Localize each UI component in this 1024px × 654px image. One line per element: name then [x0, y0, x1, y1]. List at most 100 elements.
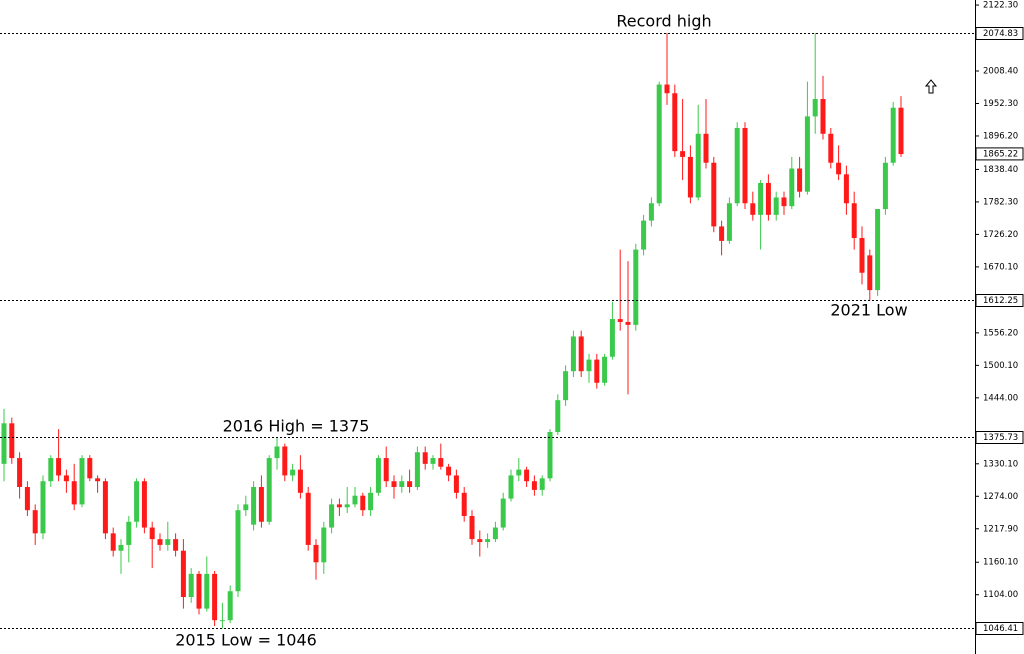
- level-label-box: [975, 431, 1024, 444]
- candle-body: [118, 544, 124, 551]
- candle-body: [875, 209, 881, 291]
- candle-body: [227, 591, 233, 621]
- candle-body: [656, 84, 662, 204]
- y-tick-label: 1896.20: [983, 131, 1018, 141]
- candle-body: [188, 573, 194, 598]
- candle-body: [56, 458, 62, 476]
- candle-body: [602, 356, 608, 383]
- candle-body: [680, 151, 686, 157]
- candle-body: [648, 203, 654, 221]
- candle-body: [360, 495, 366, 511]
- candle-body: [24, 487, 30, 511]
- candle-body: [180, 550, 186, 598]
- candle-body: [742, 127, 748, 204]
- candle-body: [95, 478, 101, 482]
- candle-body: [204, 573, 210, 609]
- candle-body: [570, 336, 576, 372]
- candle-body: [9, 423, 15, 459]
- candle-body: [547, 432, 553, 479]
- y-tick-label: 1274.00: [983, 492, 1018, 502]
- last-price-box: [975, 147, 1024, 161]
- candle-body: [368, 492, 374, 511]
- candle-body: [313, 544, 319, 563]
- candle-body: [516, 469, 522, 476]
- candle-body: [243, 504, 249, 511]
- candle-body: [789, 168, 795, 207]
- candle-body: [578, 336, 584, 372]
- candle-body: [687, 156, 693, 198]
- level-label-box: [975, 294, 1024, 307]
- candle-body: [867, 255, 873, 291]
- candle-body: [633, 249, 639, 325]
- candle-body: [594, 359, 600, 383]
- y-tick-label: 1726.20: [983, 230, 1018, 240]
- candle-body: [79, 458, 85, 505]
- candle-body: [477, 539, 483, 543]
- candle-body: [157, 539, 163, 545]
- candle-body: [797, 168, 803, 192]
- candle-body: [617, 319, 623, 322]
- y-tick-label: 1104.00: [983, 590, 1018, 600]
- candle-body: [898, 107, 904, 155]
- candle-body: [344, 504, 350, 508]
- candle-body: [485, 539, 491, 543]
- y-tick-label: 1444.00: [983, 393, 1018, 403]
- annotation: 2016 High = 1375: [223, 417, 370, 436]
- y-tick-label: 2008.40: [983, 66, 1018, 76]
- candle-body: [586, 359, 592, 372]
- candle-body: [641, 220, 647, 250]
- candle-body: [703, 133, 709, 163]
- candle-body: [453, 475, 459, 493]
- candle-body: [126, 521, 132, 545]
- level-label-box: [975, 27, 1024, 40]
- candle-body: [63, 475, 69, 482]
- candle-body: [625, 321, 631, 325]
- candle-body: [726, 203, 732, 241]
- candle-body: [882, 162, 888, 210]
- candle-body: [430, 458, 436, 464]
- candle-body: [524, 469, 530, 482]
- candle-body: [149, 527, 155, 540]
- candle-body: [500, 498, 506, 528]
- candle-body: [750, 203, 756, 215]
- y-tick-label: 1670.10: [983, 262, 1018, 272]
- level-label: 1375.73: [983, 433, 1018, 443]
- candle-body: [773, 197, 779, 215]
- candle-body: [329, 504, 335, 528]
- candle-body: [165, 539, 171, 545]
- candle-body: [539, 478, 545, 490]
- candle-body: [555, 400, 561, 432]
- candle-body: [531, 481, 537, 490]
- candle-body: [422, 452, 428, 464]
- candle-body: [141, 481, 147, 528]
- candle-body: [664, 84, 670, 94]
- candle-body: [48, 458, 54, 482]
- candle-body: [414, 452, 420, 488]
- last-price-label: 1865.22: [983, 149, 1018, 159]
- candle-body: [134, 481, 140, 522]
- candle-body: [734, 127, 740, 204]
- candle-body: [492, 527, 498, 540]
- annotation: Record high: [616, 12, 711, 31]
- candle-body: [890, 107, 896, 163]
- candle-body: [407, 481, 413, 488]
- candle-body: [469, 515, 475, 540]
- level-label-box: [975, 622, 1024, 635]
- candle-body: [251, 487, 257, 525]
- y-tick-label: 1952.30: [983, 99, 1018, 109]
- y-tick-label: 1330.10: [983, 459, 1018, 469]
- candle-body: [399, 481, 405, 488]
- y-tick-label: 1556.20: [983, 328, 1018, 338]
- level-label: 1612.25: [983, 296, 1018, 306]
- candle-body: [1, 423, 7, 464]
- candle-body: [321, 527, 327, 563]
- candle-body: [843, 174, 849, 204]
- candle-body: [804, 116, 810, 192]
- y-tick-label: 1500.10: [983, 361, 1018, 371]
- y-tick-label: 1838.40: [983, 165, 1018, 175]
- candle-body: [32, 510, 38, 534]
- candle-body: [235, 510, 241, 592]
- candle-body: [212, 573, 218, 621]
